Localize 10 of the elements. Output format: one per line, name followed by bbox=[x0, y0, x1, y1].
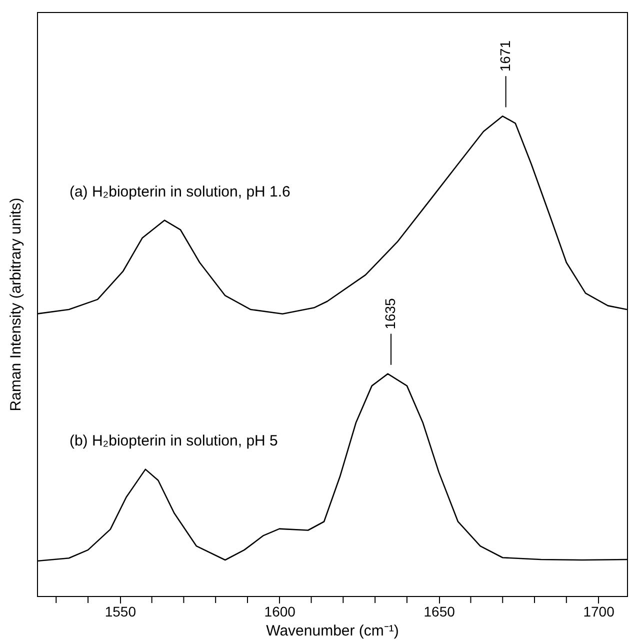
annotation: 1635 bbox=[382, 298, 398, 330]
x-tick-label: 1700 bbox=[583, 604, 615, 620]
annotation: 1671 bbox=[496, 40, 513, 72]
text: (a) H₂biopterin in solution, pH 1.6 bbox=[69, 183, 290, 200]
text: (b) H₂biopterin in solution, pH 5 bbox=[69, 432, 278, 450]
x-tick-label: 1600 bbox=[264, 604, 296, 620]
x-tick-label: 1650 bbox=[424, 604, 456, 620]
y-axis-title: Raman Intensity (arbitrary units) bbox=[8, 198, 24, 412]
x-axis-title: Wavenumber (cm⁻¹) bbox=[266, 622, 399, 640]
x-tick-label: 1550 bbox=[104, 604, 136, 620]
